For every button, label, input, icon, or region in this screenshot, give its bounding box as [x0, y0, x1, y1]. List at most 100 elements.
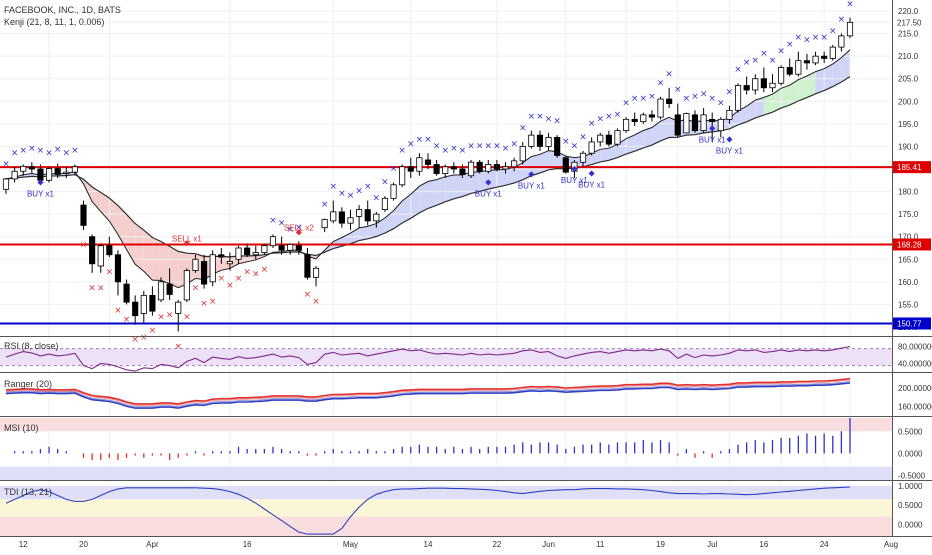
- stop-marker: ×: [519, 123, 527, 133]
- stop-marker: ×: [553, 117, 561, 127]
- candle: [493, 164, 500, 170]
- time-tick-label: 19: [656, 540, 665, 549]
- indicator-line: [5, 379, 851, 406]
- candle: [631, 118, 638, 123]
- stop-marker: ×: [329, 182, 337, 192]
- stop-marker: ×: [812, 33, 820, 43]
- stop-marker: ×: [338, 189, 346, 199]
- candle: [28, 166, 35, 170]
- candle: [356, 209, 363, 217]
- ma-cloud-segment: [651, 121, 661, 146]
- stop-marker: ×: [708, 94, 716, 104]
- candle: [838, 35, 845, 48]
- ma-cloud-segment: [143, 230, 153, 281]
- msi-upper-band: [0, 418, 892, 432]
- candle: [623, 118, 630, 132]
- ma-cloud-segment: [169, 246, 179, 288]
- stop-marker: ×: [441, 146, 449, 156]
- ma-cloud-segment: [428, 179, 437, 209]
- tdi-lower-band: [0, 516, 892, 536]
- slow-ma-line: [5, 76, 851, 258]
- candle: [330, 211, 337, 222]
- candle: [295, 245, 302, 251]
- ma-cloud-segment: [471, 171, 480, 194]
- candle: [666, 98, 673, 104]
- price-tick-label: 190.0: [898, 142, 919, 151]
- time-tick-label: Jul: [707, 540, 717, 549]
- candle: [562, 157, 569, 173]
- pane-tick-label: -0.5000: [898, 472, 926, 481]
- price-tick-label: 180.0: [898, 188, 919, 197]
- price-tick-label: 200.0: [898, 97, 919, 106]
- stop-marker: ×: [760, 49, 768, 59]
- ma-cloud-segment: [824, 63, 833, 91]
- candle: [519, 146, 526, 162]
- stop-marker: ×: [734, 65, 742, 75]
- stop-marker: ×: [54, 145, 62, 155]
- candle: [674, 114, 681, 136]
- ma-cloud-segment: [729, 110, 739, 129]
- stop-marker: ×: [71, 146, 79, 156]
- ma-cloud-segment: [763, 94, 773, 116]
- pane-tick-label: 0.0000: [898, 520, 923, 529]
- ma-cloud-segment: [462, 172, 472, 197]
- candle: [166, 283, 173, 295]
- ma-cloud-segment: [419, 181, 428, 213]
- stop-marker: ×: [528, 112, 536, 122]
- time-tick-label: Jun: [542, 540, 555, 549]
- sell-signal-label: SELL x1: [172, 235, 202, 244]
- price-tick-label: 210.0: [898, 52, 919, 61]
- stop-marker: ×: [2, 160, 10, 170]
- candle: [416, 157, 423, 172]
- time-tick-label: 16: [243, 540, 252, 549]
- candle: [786, 67, 793, 75]
- ma-cloud-segment: [772, 88, 782, 113]
- stop-marker: ×: [700, 90, 708, 100]
- stop-marker: ×: [200, 299, 208, 309]
- time-tick-label: 20: [79, 540, 88, 549]
- stop-marker: ×: [803, 35, 811, 45]
- ma-cloud-segment: [247, 255, 256, 262]
- stop-marker: ×: [588, 119, 596, 129]
- price-tick-label: 215.0: [898, 30, 919, 39]
- indicator-pane: [5, 377, 851, 409]
- stop-marker: ×: [28, 144, 36, 154]
- indicator-pane: [0, 418, 892, 480]
- price-tick-label: 195.0: [898, 120, 919, 129]
- chart-title: FACEBOOK, INC., 1D, BATS: [4, 5, 121, 15]
- pane-tick-label: 160.000000: [898, 403, 932, 412]
- indicator-line: [5, 486, 851, 535]
- stop-marker: ×: [286, 225, 294, 235]
- time-tick-label: 12: [19, 540, 28, 549]
- stop-marker: ×: [106, 267, 114, 277]
- ma-cloud-segment: [600, 148, 609, 162]
- indicator-label: Kenji (21, 8, 11, 1, 0.006): [4, 17, 104, 27]
- candle: [89, 236, 96, 265]
- indicator-line: [5, 345, 851, 372]
- signal-diamond: ◆: [485, 178, 492, 187]
- stop-marker: ×: [157, 313, 165, 323]
- candle: [338, 211, 345, 224]
- tdi-title: TDI (13, 21): [4, 487, 52, 497]
- candle: [2, 178, 10, 190]
- msi-lower-band: [0, 466, 892, 480]
- stop-marker: ×: [751, 56, 759, 66]
- time-tick-label: 14: [424, 540, 433, 549]
- stop-marker: ×: [261, 265, 269, 275]
- candle: [63, 171, 70, 174]
- candle: [226, 261, 233, 265]
- time-tick-label: 24: [820, 540, 829, 549]
- ma-cloud-segment: [660, 117, 670, 141]
- stop-marker: ×: [726, 87, 734, 97]
- indicator-pane: [0, 345, 892, 372]
- ma-cloud-segment: [522, 156, 532, 180]
- stop-marker: ×: [450, 144, 458, 154]
- stop-marker: ×: [769, 56, 777, 66]
- candle: [803, 60, 811, 64]
- candle: [11, 170, 18, 180]
- stop-marker: ×: [536, 112, 544, 122]
- ma-cloud-segment: [359, 226, 368, 241]
- stop-marker: ×: [631, 94, 639, 104]
- candle: [140, 294, 147, 314]
